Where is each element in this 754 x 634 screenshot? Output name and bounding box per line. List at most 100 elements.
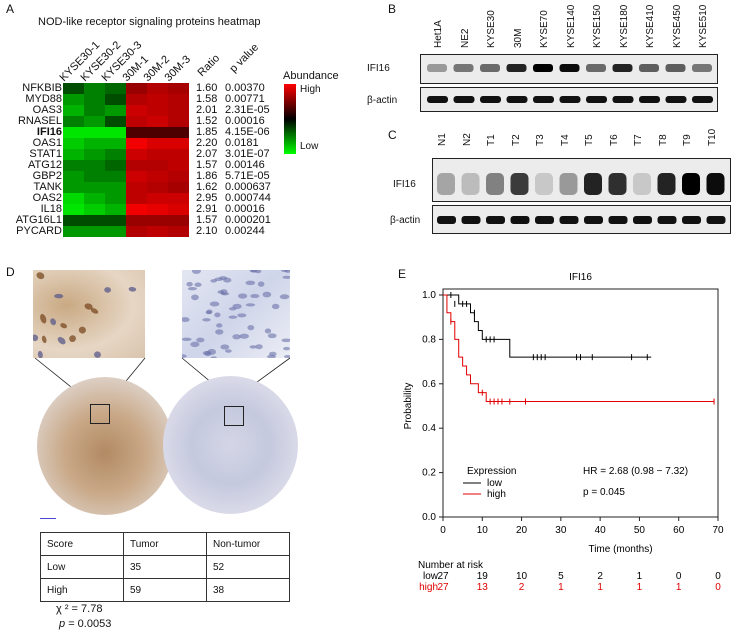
risk-high-count: 1 <box>558 582 564 593</box>
heatmap-cell <box>84 171 105 182</box>
blot-band <box>584 216 603 224</box>
nucleus <box>220 344 230 350</box>
heatmap-cell <box>105 116 126 127</box>
chart-title: IFI16 <box>569 272 592 283</box>
table-header-cell: Score <box>40 532 124 556</box>
heatmap-cell <box>147 193 168 204</box>
p-value: 3.01E-07 <box>225 148 270 160</box>
nucleus <box>191 270 201 274</box>
y-tick-label: 0.4 <box>422 423 436 434</box>
nucleus <box>202 318 211 322</box>
heatmap-cell <box>147 83 168 94</box>
heatmap-cell <box>63 105 84 116</box>
heatmap-cell <box>84 83 105 94</box>
nucleus <box>228 315 238 319</box>
blot-band <box>535 216 554 224</box>
blot-lane-label: T1 <box>486 134 497 146</box>
heatmap-cell <box>126 226 147 237</box>
heatmap-grid <box>63 83 189 237</box>
nucleus <box>187 286 198 291</box>
blot-band <box>486 173 504 195</box>
nucleus <box>182 354 187 358</box>
legend-title: Abundance <box>283 70 339 82</box>
table-row: High 59 38 <box>40 578 290 602</box>
nucleus <box>283 354 290 358</box>
blot-lane-label: NE2 <box>459 28 471 48</box>
blot-band <box>612 96 634 103</box>
nucleus <box>182 317 190 323</box>
nucleus <box>255 344 263 350</box>
heatmap-cell <box>168 138 189 149</box>
nucleus <box>50 318 57 326</box>
heatmap-cell <box>168 182 189 193</box>
heatmap-cell <box>105 182 126 193</box>
blot-lane-label: T5 <box>584 134 595 146</box>
risk-low-count: 5 <box>558 571 564 582</box>
blot-c-ifi16 <box>432 158 731 202</box>
heatmap-cell <box>168 149 189 160</box>
blot-b-actin-label: β-actin <box>367 95 398 106</box>
heatmap-cell <box>105 94 126 105</box>
heatmap-cell <box>126 204 147 215</box>
heatmap-cell <box>168 215 189 226</box>
p-value: 0.000637 <box>225 181 271 193</box>
abundance-color-scale <box>284 84 296 154</box>
blot-band <box>692 96 713 103</box>
blot-band <box>533 64 553 72</box>
table-cell: Low <box>40 555 124 579</box>
nucleus <box>84 303 93 310</box>
y-tick-label: 0.0 <box>422 512 436 523</box>
nucleus <box>232 334 241 340</box>
blot-band <box>608 216 628 224</box>
risk-high-count: 27 <box>437 582 449 593</box>
d-pvalue: p = 0.0053 <box>59 618 111 630</box>
heatmap-cell <box>126 171 147 182</box>
heatmap-cell <box>168 94 189 105</box>
table-cell: 38 <box>206 578 290 602</box>
heatmap-cell <box>126 182 147 193</box>
gene-label: IL18 <box>40 203 62 215</box>
legend-title: Expression <box>467 466 516 477</box>
ratio-value: 1.57 <box>196 159 218 171</box>
heatmap-cell <box>63 182 84 193</box>
heatmap-cell <box>147 226 168 237</box>
heatmap-title: NOD-like receptor signaling proteins hea… <box>38 16 261 28</box>
table-row: Low 35 52 <box>40 555 290 579</box>
blot-band <box>706 173 725 195</box>
heatmap-cell <box>84 160 105 171</box>
heatmap-cell <box>63 138 84 149</box>
blot-c-actin <box>432 205 731 234</box>
heatmap-cell <box>147 215 168 226</box>
nucleus <box>284 270 290 273</box>
ratio-value: 1.58 <box>196 93 218 105</box>
heatmap-cell <box>84 127 105 138</box>
blot-band <box>506 64 527 72</box>
heatmap-cell <box>147 116 168 127</box>
blot-c-actin-label: β-actin <box>390 215 421 226</box>
nucleus <box>37 350 43 358</box>
blot-band <box>510 216 530 224</box>
y-axis-label: Probability <box>403 383 414 430</box>
blot-band <box>533 96 554 103</box>
heatmap-cell <box>105 83 126 94</box>
nucleus <box>262 291 272 298</box>
heatmap-cell <box>126 149 147 160</box>
heatmap-cell <box>126 127 147 138</box>
heatmap-cell <box>84 149 105 160</box>
heatmap-cell <box>63 83 84 94</box>
heatmap-cell <box>63 160 84 171</box>
nucleus <box>69 335 76 343</box>
heatmap-cell <box>126 160 147 171</box>
heatmap-cell <box>147 160 168 171</box>
heatmap-cell <box>105 138 126 149</box>
heatmap-cell <box>126 193 147 204</box>
blot-band <box>665 64 686 72</box>
x-tick-label: 50 <box>634 525 646 536</box>
nucleus <box>210 356 217 358</box>
nucleus <box>60 323 68 329</box>
nucleus <box>40 313 47 324</box>
heatmap-cell <box>105 204 126 215</box>
blot-lane-label: T2 <box>510 134 522 146</box>
heatmap-cell <box>147 138 168 149</box>
nucleus <box>104 287 112 293</box>
